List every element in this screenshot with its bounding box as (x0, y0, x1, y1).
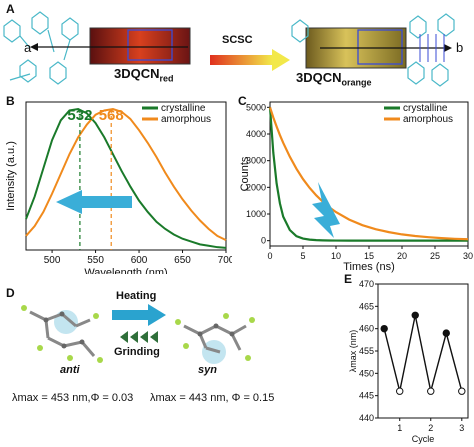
anti-label: anti (60, 364, 80, 376)
right-crystal-label: 3DQCNorange (296, 70, 372, 88)
y-tick-label: 450 (359, 368, 374, 378)
x-tick-label: 2 (428, 423, 433, 433)
axis-a-label: a (24, 40, 32, 55)
data-point (427, 387, 435, 395)
y-tick-label: 0 (261, 236, 266, 246)
left-molecule-cluster (3, 11, 79, 85)
y-tick-label: 445 (359, 391, 374, 401)
y-tick-label: 470 (359, 279, 374, 289)
panel-e-letter: E (344, 272, 353, 286)
data-point (396, 387, 404, 395)
y-tick-label: 3000 (246, 156, 266, 166)
blueshift-arrow (56, 190, 132, 214)
x-tick-label: 600 (131, 255, 148, 266)
x-tick-label: 550 (87, 255, 104, 266)
series-line-amorphous (25, 108, 227, 242)
x-tick-label: 10 (331, 251, 341, 261)
x-tick-label: 5 (300, 251, 305, 261)
data-point (458, 387, 466, 395)
anti-lambda-phi: λmax = 453 nm,Φ = 0.03 (12, 392, 134, 404)
red-crystal-frame (127, 29, 173, 61)
x-axis-label: Times (ns) (343, 261, 395, 273)
panel-c-letter: C (238, 94, 247, 108)
x-tick-label: 500 (44, 255, 61, 266)
data-point (442, 329, 450, 337)
x-tick-label: 700 (218, 255, 232, 266)
y-axis-label: Counts (239, 156, 251, 191)
plot-frame (25, 101, 227, 251)
legend-label: amorphous (161, 114, 211, 125)
x-axis-label: Wavelength (nm) (84, 267, 167, 274)
heating-arrow (112, 304, 166, 326)
lifetime-arrow (312, 182, 340, 238)
syn-lambda-phi: λmax = 443 nm, Φ = 0.15 (150, 392, 275, 404)
series-line-cycle (383, 315, 463, 392)
x-tick-label: 0 (267, 251, 272, 261)
x-axis-label: Cycle (412, 434, 435, 444)
y-tick-label: 2000 (246, 182, 266, 192)
legend-label: amorphous (403, 114, 453, 125)
y-tick-label: 5000 (246, 102, 266, 112)
right-molecule-cluster (291, 13, 455, 87)
x-tick-label: 20 (397, 251, 407, 261)
y-tick-label: 455 (359, 346, 374, 356)
y-axis-label: λmax (nm) (348, 330, 358, 373)
series-line-crystalline (268, 107, 468, 242)
peak-label: 568 (99, 107, 124, 124)
panel-d-scheme (21, 304, 255, 364)
legend-label: crystalline (161, 103, 206, 114)
anti-molecule (21, 305, 103, 363)
x-tick-label: 650 (174, 255, 191, 266)
x-tick-label: 30 (463, 251, 473, 261)
x-tick-label: 1 (397, 423, 402, 433)
y-tick-label: 1000 (246, 209, 266, 219)
chart-e-cycles: 1 2 3 440 445 450 455 460 465 470 Cycle λmax (nm) (348, 279, 469, 444)
syn-label: syn (198, 364, 217, 376)
x-tick-label: 15 (364, 251, 374, 261)
y-tick-label: 4000 (246, 129, 266, 139)
chart-c-decay: 0 5 10 15 20 25 30 0 1000 2000 3000 4000 5000 Times (… (239, 101, 473, 273)
x-tick-label: 3 (459, 423, 464, 433)
panel-a-scheme (3, 11, 455, 87)
legend-label: crystalline (403, 103, 448, 114)
series-line-amorphous (268, 106, 469, 241)
y-axis-label: Intensity (a.u.) (5, 141, 17, 211)
scsc-label: SCSC (222, 34, 253, 46)
chart-b-emission: 500 550 600 650 700 Wavelength (nm) Intensity … (5, 101, 232, 274)
series-line-crystalline (25, 108, 227, 249)
data-point (380, 324, 388, 333)
peak-label: 532 (67, 107, 92, 124)
y-tick-label: 465 (359, 301, 374, 311)
heating-label: Heating (116, 290, 157, 302)
y-tick-label: 460 (359, 324, 374, 334)
red-crystal (89, 27, 191, 65)
panel-a-letter: A (6, 2, 15, 16)
axis-b-label: b (456, 40, 464, 55)
grinding-label: Grinding (114, 346, 160, 358)
y-tick-label: 440 (359, 413, 374, 423)
syn-molecule (175, 313, 255, 364)
panel-d-letter: D (6, 286, 15, 300)
data-point (411, 311, 419, 319)
grinding-arrow (120, 331, 158, 343)
x-tick-label: 25 (430, 251, 440, 261)
panel-b-letter: B (6, 94, 15, 108)
left-crystal-label: 3DQCNred (114, 66, 174, 84)
